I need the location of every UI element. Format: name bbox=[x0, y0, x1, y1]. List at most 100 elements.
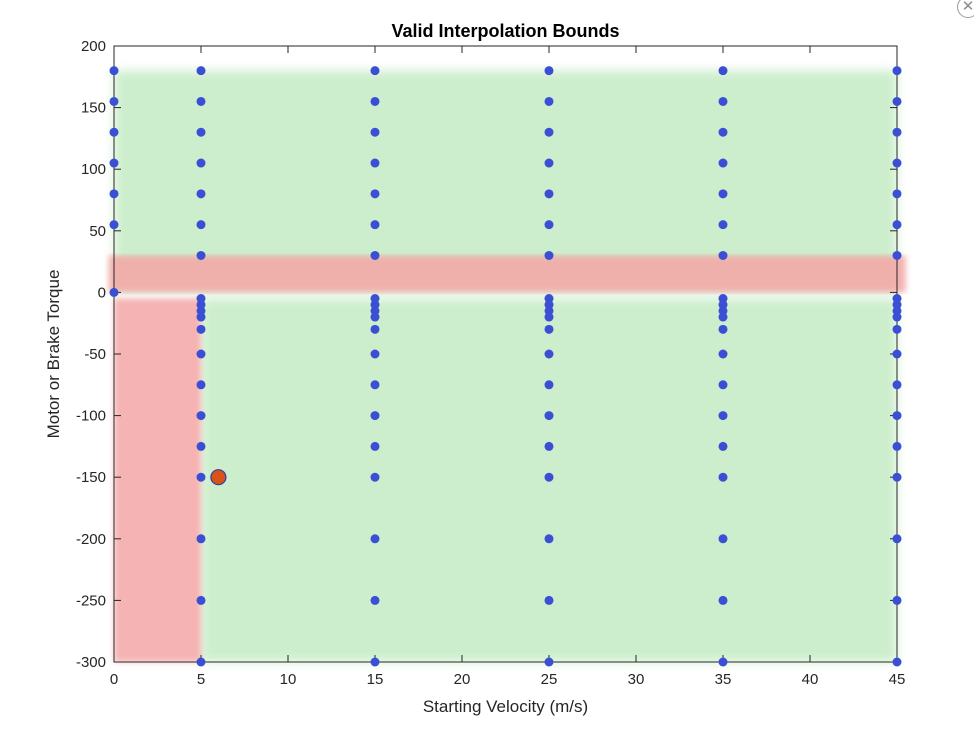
data-point bbox=[892, 472, 902, 482]
data-point bbox=[196, 66, 206, 76]
data-point bbox=[544, 312, 554, 322]
y-tick-label: -250 bbox=[76, 592, 106, 609]
data-point bbox=[370, 158, 380, 168]
data-point bbox=[892, 349, 902, 359]
x-tick-label: 40 bbox=[802, 671, 819, 688]
y-tick-label: 100 bbox=[81, 161, 106, 178]
data-point bbox=[718, 189, 728, 199]
data-point bbox=[109, 220, 119, 230]
data-point bbox=[370, 441, 380, 451]
data-point bbox=[718, 294, 728, 304]
data-point bbox=[718, 300, 728, 310]
data-point bbox=[718, 534, 728, 544]
data-point bbox=[892, 306, 902, 316]
chart-title: Valid Interpolation Bounds bbox=[391, 21, 619, 41]
data-point bbox=[196, 534, 206, 544]
data-point bbox=[718, 66, 728, 76]
data-point bbox=[892, 441, 902, 451]
data-point bbox=[718, 220, 728, 230]
data-point bbox=[718, 312, 728, 322]
data-point bbox=[892, 189, 902, 199]
data-point bbox=[196, 441, 206, 451]
data-point bbox=[370, 250, 380, 260]
data-point bbox=[892, 220, 902, 230]
data-point bbox=[718, 472, 728, 482]
data-point bbox=[196, 96, 206, 106]
x-tick-label: 5 bbox=[197, 671, 205, 688]
data-point bbox=[196, 189, 206, 199]
x-tick-label: 20 bbox=[454, 671, 471, 688]
points-layer bbox=[109, 66, 902, 667]
data-point bbox=[109, 96, 119, 106]
data-point bbox=[196, 294, 206, 304]
data-point bbox=[109, 158, 119, 168]
y-tick-label: 50 bbox=[89, 223, 106, 240]
y-tick-label: -100 bbox=[76, 408, 106, 425]
data-point bbox=[892, 158, 902, 168]
data-point bbox=[892, 127, 902, 137]
data-point bbox=[370, 294, 380, 304]
data-point bbox=[544, 189, 554, 199]
data-point bbox=[370, 657, 380, 667]
x-tick-label: 15 bbox=[367, 671, 384, 688]
data-point bbox=[370, 96, 380, 106]
data-point bbox=[196, 380, 206, 390]
data-point bbox=[196, 472, 206, 482]
data-point bbox=[892, 411, 902, 421]
data-point bbox=[544, 294, 554, 304]
data-point bbox=[544, 300, 554, 310]
data-point bbox=[370, 189, 380, 199]
data-point bbox=[892, 380, 902, 390]
data-point bbox=[196, 306, 206, 316]
data-point bbox=[544, 380, 554, 390]
data-point bbox=[370, 534, 380, 544]
data-point bbox=[892, 294, 902, 304]
data-point bbox=[109, 127, 119, 137]
data-point bbox=[718, 657, 728, 667]
data-point bbox=[544, 158, 554, 168]
x-tick-label: 0 bbox=[110, 671, 118, 688]
data-point bbox=[370, 380, 380, 390]
data-point bbox=[718, 441, 728, 451]
data-point bbox=[370, 411, 380, 421]
data-point bbox=[370, 220, 380, 230]
y-tick-label: 0 bbox=[98, 284, 106, 301]
data-point bbox=[718, 127, 728, 137]
data-point bbox=[718, 96, 728, 106]
data-point bbox=[196, 250, 206, 260]
data-point bbox=[196, 312, 206, 322]
data-point bbox=[370, 306, 380, 316]
data-point bbox=[196, 411, 206, 421]
tick-layer: 0 5 10 15 20 25 30 35 40 45 200 150 100 50 0 -50 -100 -15… bbox=[76, 38, 905, 688]
data-point bbox=[370, 349, 380, 359]
data-point bbox=[892, 66, 902, 76]
data-point bbox=[892, 324, 902, 334]
y-tick-label: -50 bbox=[84, 346, 106, 363]
data-point bbox=[544, 306, 554, 316]
data-point bbox=[196, 158, 206, 168]
data-point bbox=[718, 349, 728, 359]
data-point bbox=[892, 250, 902, 260]
data-point bbox=[544, 472, 554, 482]
region-invalid-3 bbox=[114, 298, 201, 662]
data-point bbox=[196, 324, 206, 334]
data-point bbox=[370, 595, 380, 605]
x-tick-label: 35 bbox=[715, 671, 732, 688]
close-icon[interactable]: ✕ bbox=[957, 0, 974, 18]
data-point bbox=[718, 595, 728, 605]
region-layer bbox=[108, 70, 906, 662]
data-point bbox=[544, 349, 554, 359]
data-point bbox=[718, 324, 728, 334]
data-point bbox=[109, 189, 119, 199]
y-tick-label: -200 bbox=[76, 531, 106, 548]
query-point bbox=[210, 469, 227, 486]
data-point bbox=[544, 127, 554, 137]
data-point bbox=[196, 349, 206, 359]
data-point bbox=[544, 595, 554, 605]
data-point bbox=[196, 127, 206, 137]
y-tick-label: 150 bbox=[81, 100, 106, 117]
data-point bbox=[370, 472, 380, 482]
data-point bbox=[109, 287, 119, 297]
data-point bbox=[718, 306, 728, 316]
data-point bbox=[544, 66, 554, 76]
